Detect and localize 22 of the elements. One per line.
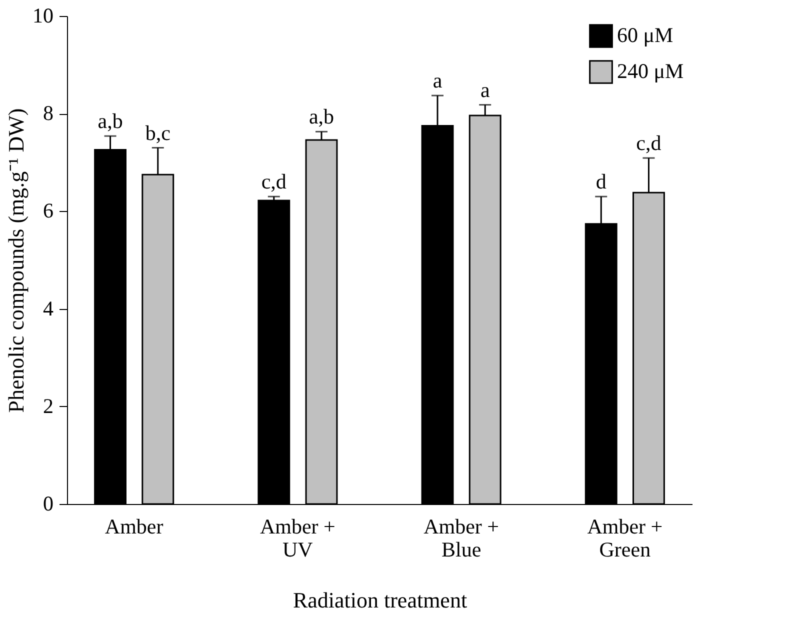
y-tick-label: 2 <box>43 394 54 418</box>
y-tick-label: 0 <box>43 492 54 516</box>
x-tick-label: Amber <box>104 514 164 538</box>
data-label: a,b <box>98 109 123 134</box>
data-label: c,d <box>261 170 287 194</box>
x-axis-title: Radiation treatment <box>292 588 468 612</box>
y-tick-label: 10 <box>32 4 54 28</box>
y-tick-label: 4 <box>43 296 54 320</box>
data-label: a,b <box>308 104 334 129</box>
legend-label: 60 μM <box>617 23 674 47</box>
y-tick-label: 8 <box>43 101 54 126</box>
data-label: a <box>432 68 443 93</box>
x-tick-label: Amber + UV <box>260 514 336 562</box>
data-label: a <box>480 78 490 102</box>
data-label: c,d <box>636 131 662 156</box>
y-tick-label: 6 <box>43 198 54 223</box>
data-label: b,c <box>145 120 170 145</box>
y-axis-title: Phenolic compounds (mg.g⁻¹ DW) <box>4 108 28 413</box>
data-label: d <box>596 170 607 194</box>
x-tick-label: Amber + Blue <box>424 514 500 562</box>
x-tick-label: Amber + Green <box>587 514 663 562</box>
legend-label: 240 μM <box>617 59 684 83</box>
